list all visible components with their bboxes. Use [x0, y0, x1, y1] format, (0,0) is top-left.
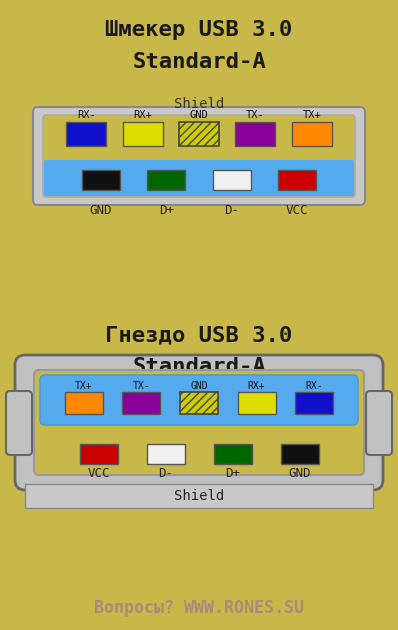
FancyBboxPatch shape	[40, 375, 358, 425]
Text: VCC: VCC	[286, 204, 308, 217]
Text: GND: GND	[90, 204, 112, 217]
Text: RX+: RX+	[133, 110, 152, 120]
Bar	[213, 444, 252, 464]
Text: Standard-A: Standard-A	[132, 52, 266, 72]
Text: Гнездо USB 3.0: Гнездо USB 3.0	[105, 325, 293, 345]
FancyBboxPatch shape	[43, 115, 355, 197]
FancyBboxPatch shape	[15, 355, 383, 490]
FancyBboxPatch shape	[33, 107, 365, 205]
Text: TX-: TX-	[133, 381, 150, 391]
Bar	[66, 122, 106, 146]
Bar	[235, 122, 275, 146]
Text: VCC: VCC	[87, 467, 110, 480]
Bar	[213, 170, 251, 190]
Text: Шмекер USB 3.0: Шмекер USB 3.0	[105, 20, 293, 40]
Text: TX-: TX-	[246, 110, 265, 120]
Bar	[147, 170, 185, 190]
Text: Вопросы? WWW.RONES.SU: Вопросы? WWW.RONES.SU	[94, 599, 304, 617]
Bar	[80, 444, 117, 464]
Text: TX+: TX+	[75, 381, 93, 391]
Text: GND: GND	[189, 110, 209, 120]
FancyBboxPatch shape	[44, 160, 354, 196]
Text: RX-: RX-	[305, 381, 323, 391]
Text: RX-: RX-	[77, 110, 96, 120]
Text: D+: D+	[225, 467, 240, 480]
Bar	[82, 170, 120, 190]
FancyBboxPatch shape	[366, 391, 392, 455]
Text: RX+: RX+	[248, 381, 265, 391]
Bar	[292, 122, 332, 146]
Bar	[48, 162, 350, 192]
FancyBboxPatch shape	[34, 370, 364, 475]
Bar	[238, 392, 275, 414]
Text: D-: D-	[224, 204, 239, 217]
Text: D-: D-	[158, 467, 173, 480]
Bar	[123, 122, 163, 146]
Bar	[295, 392, 333, 414]
Bar	[278, 170, 316, 190]
Text: GND: GND	[190, 381, 208, 391]
Bar	[25, 484, 373, 508]
Bar	[47, 384, 351, 418]
Text: TX+: TX+	[302, 110, 321, 120]
Bar	[146, 444, 185, 464]
Bar	[123, 392, 160, 414]
Text: GND: GND	[288, 467, 311, 480]
Text: Standard-A: Standard-A	[132, 357, 266, 377]
Text: Shield: Shield	[174, 97, 224, 111]
Bar	[65, 392, 103, 414]
Bar	[179, 122, 219, 146]
Text: D+: D+	[159, 204, 174, 217]
FancyBboxPatch shape	[6, 391, 32, 455]
Bar	[281, 444, 318, 464]
Bar	[180, 392, 218, 414]
Text: Shield: Shield	[174, 489, 224, 503]
